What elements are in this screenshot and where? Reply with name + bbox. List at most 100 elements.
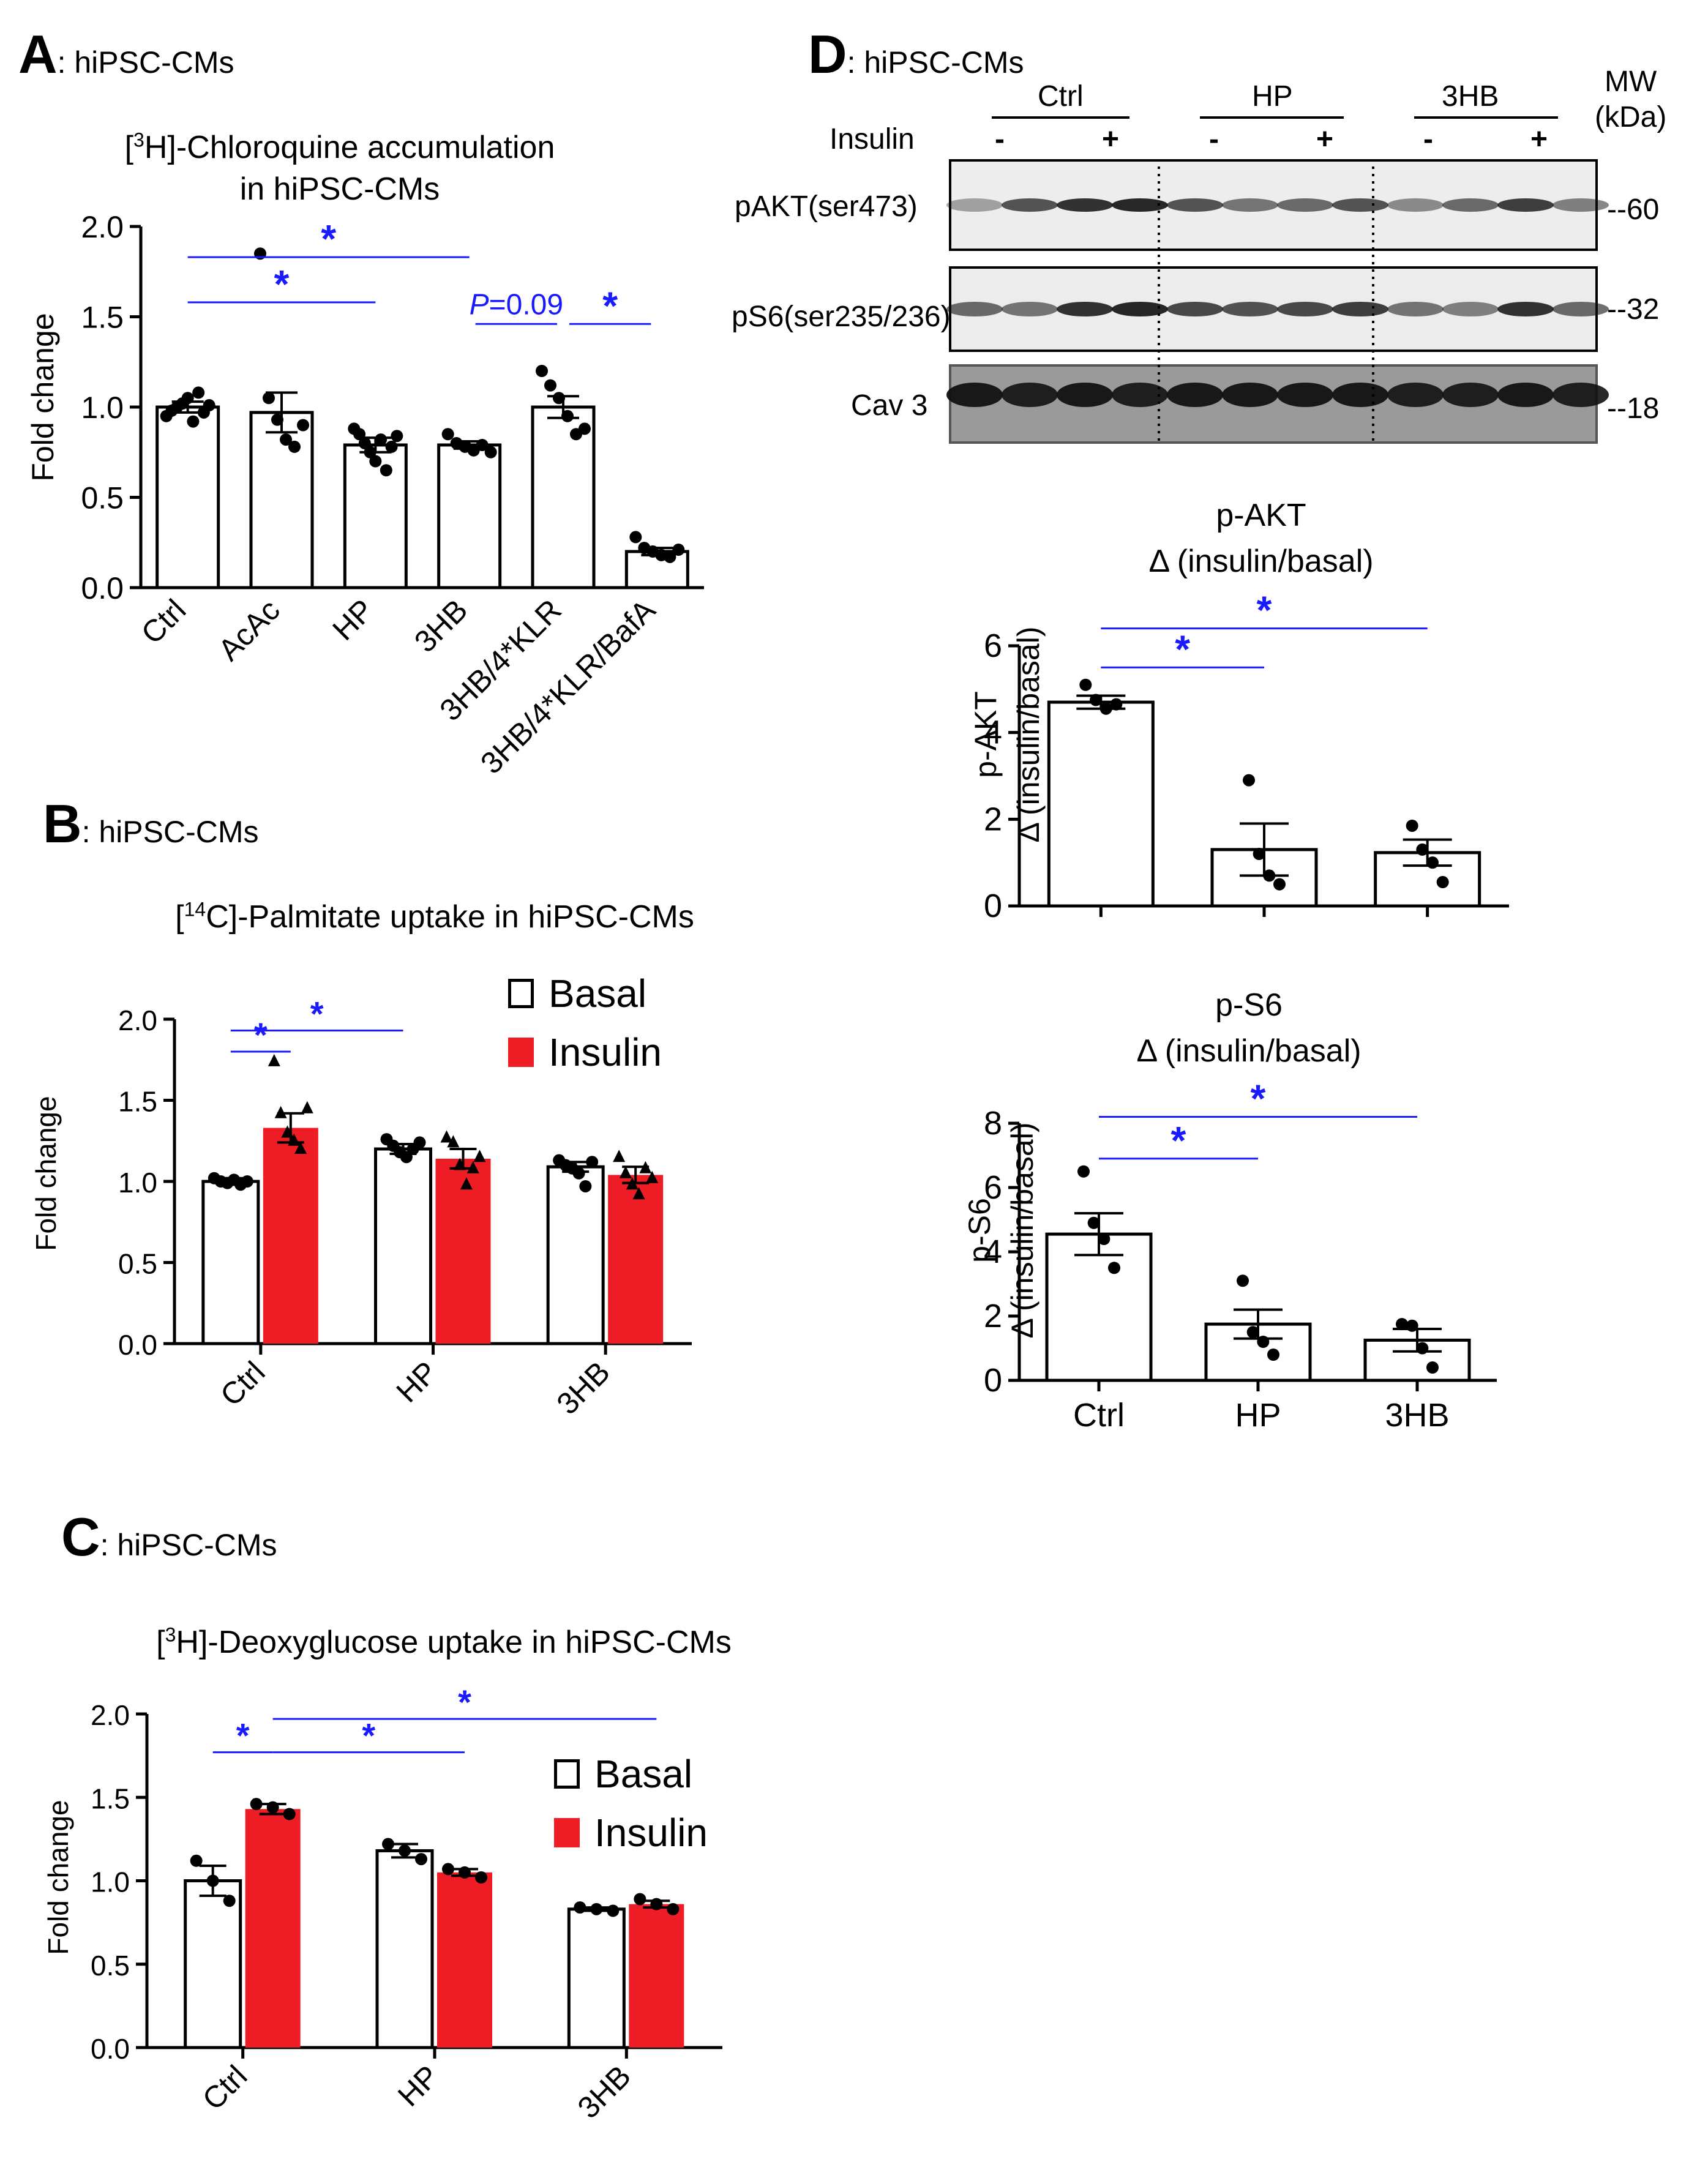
- wb-mw-18: --18: [1607, 392, 1660, 425]
- chart-a-point: [369, 455, 382, 468]
- wb-band-2: [1002, 383, 1058, 407]
- wb-band-0: [1277, 198, 1333, 212]
- chart-b-ytick-label: 2.0: [118, 1005, 157, 1036]
- chart-d1-ytick-label: 6: [984, 627, 1002, 664]
- chart-b-point: [440, 1130, 453, 1143]
- chart-a-point: [288, 440, 301, 453]
- chart-c-point: [442, 1863, 454, 1876]
- chart-a-point: [187, 415, 200, 428]
- chart-b-point: [301, 1101, 313, 1113]
- legend-c-insulin-swatch: [554, 1818, 580, 1847]
- chart-c-ytick-label: 0.5: [91, 1950, 130, 1981]
- chart-a-point: [358, 437, 371, 449]
- chart-a-pvalue: P=0.09: [470, 288, 563, 321]
- chart-c-title-pre: [: [156, 1625, 165, 1660]
- chart-c-xtick-label: HP: [391, 2059, 446, 2113]
- wb-blot-label-pakt: pAKT(ser473): [735, 190, 918, 223]
- chart-b-point: [294, 1142, 307, 1154]
- chart-b-point: [268, 1053, 280, 1066]
- wb-3hb-minus: -: [1423, 123, 1433, 155]
- legend-b-basal-swatch: [508, 979, 534, 1008]
- chart-c-point: [667, 1902, 680, 1915]
- wb-ctrl-minus: -: [995, 123, 1005, 155]
- wb-band-0: [1442, 198, 1499, 212]
- chart-d1-point: [1436, 876, 1449, 889]
- legend-c-basal: Basal: [554, 1745, 708, 1803]
- chart-c-point: [283, 1808, 296, 1820]
- wb-band-0: [1167, 198, 1223, 212]
- chart-d1-ytick-label: 0: [984, 888, 1002, 924]
- legend-b-insulin-label: Insulin: [549, 1030, 662, 1074]
- chart-a-point: [553, 392, 565, 405]
- chart-b-bar-basal: [374, 1147, 432, 1345]
- chart-d1-title-line2: Δ (insulin/basal): [1148, 544, 1374, 580]
- chart-b-point: [447, 1135, 460, 1148]
- chart-d1-point: [1416, 843, 1429, 856]
- chart-a-point: [375, 433, 388, 446]
- chart-b-point: [626, 1177, 639, 1190]
- chart-d2-point: [1087, 1216, 1100, 1229]
- chart-c-sig-star: *: [362, 1716, 375, 1755]
- chart-a-xtick-label: Ctrl: [135, 593, 193, 651]
- wb-band-1: [1332, 302, 1388, 316]
- wb-band-1: [1112, 302, 1168, 316]
- chart-d1-point: [1079, 678, 1092, 691]
- chart-a-point: [664, 550, 676, 563]
- panel-a-title: A: hiPSC-CMs: [18, 23, 234, 86]
- panel-b-subtitle: : hiPSC-CMs: [81, 815, 259, 849]
- wb-band-0: [1057, 198, 1113, 212]
- chart-b-point: [632, 1187, 645, 1200]
- legend-c-basal-swatch: [554, 1759, 580, 1789]
- wb-mw-60: --60: [1607, 193, 1660, 226]
- chart-c-bar-basal: [567, 1907, 626, 2049]
- wb-band-1: [1442, 302, 1499, 316]
- wb-hp-minus: -: [1209, 123, 1219, 155]
- chart-a-point: [297, 419, 309, 432]
- chart-b-ytick-label: 0.0: [118, 1329, 157, 1361]
- chart-d2-point: [1396, 1318, 1408, 1331]
- wb-band-2: [1167, 383, 1223, 407]
- legend-b-basal-label: Basal: [549, 971, 647, 1016]
- chart-b-title-post: C]-Palmitate uptake in hiPSC-CMs: [206, 899, 694, 935]
- wb-band-0: [1222, 198, 1278, 212]
- chart-a-point: [441, 428, 454, 441]
- chart-c-title-post: H]-Deoxyglucose uptake in hiPSC-CMs: [176, 1625, 732, 1660]
- chart-a-ytick-label: 0.5: [81, 481, 124, 515]
- wb-band-0: [1332, 198, 1388, 212]
- chart-b-xtick-label: HP: [390, 1355, 444, 1409]
- chart-a-sig-star: *: [321, 217, 336, 261]
- wb-band-2: [1387, 383, 1444, 407]
- wb-band-0: [946, 198, 1003, 212]
- chart-a-point: [263, 392, 275, 405]
- chart-d1-ytick-label: 4: [984, 714, 1002, 751]
- chart-a-ytick-label: 0.0: [81, 571, 124, 605]
- chart-a-title-pre: [: [124, 130, 134, 165]
- chart-a-point: [672, 544, 685, 556]
- legend-c-basal-label: Basal: [594, 1752, 693, 1796]
- chart-a-point: [181, 392, 194, 405]
- chart-b-point: [274, 1106, 287, 1118]
- wb-ctrl-plus: +: [1102, 123, 1120, 155]
- chart-d1-point: [1406, 819, 1418, 832]
- chart-a-point: [271, 413, 283, 426]
- chart-c-point: [206, 1874, 219, 1887]
- wb-insulin-label: Insulin: [830, 123, 915, 155]
- wb-blot-label-cav3: Cav 3: [851, 389, 928, 422]
- chart-d2-ytick-label: 0: [984, 1362, 1002, 1399]
- legend-b-insulin: Insulin: [508, 1023, 662, 1082]
- wb-band-2: [1332, 383, 1388, 407]
- chart-c-point: [415, 1853, 427, 1866]
- panel-d-subtitle: : hiPSC-CMs: [847, 45, 1024, 80]
- chart-b-ytick-label: 1.0: [118, 1167, 157, 1199]
- wb-group-ctrl: Ctrl: [1038, 80, 1084, 113]
- chart-c-point: [266, 1801, 279, 1814]
- chart-b-title-pre: [: [175, 899, 184, 935]
- chart-a-ytick-label: 1.5: [81, 301, 124, 335]
- chart-b-point: [454, 1158, 466, 1170]
- chart-a-xtick-label: 3HB: [408, 593, 474, 659]
- wb-band-0: [1112, 198, 1168, 212]
- chart-d1-point: [1426, 856, 1439, 869]
- chart-c-ytick-label: 2.0: [91, 1699, 130, 1731]
- chart-a-bar: [343, 443, 408, 589]
- chart-d1-title: p-AKT Δ (insulin/basal): [1077, 493, 1445, 585]
